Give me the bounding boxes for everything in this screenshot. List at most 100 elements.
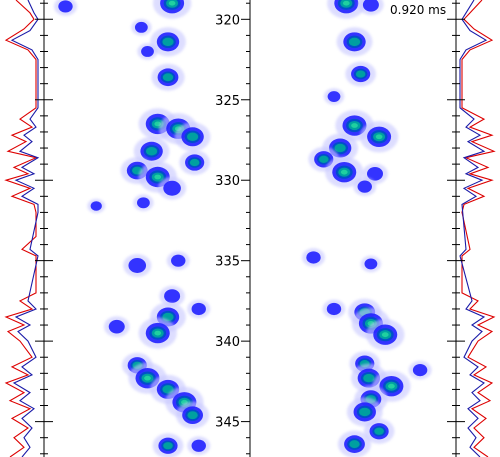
- intensity-blob: [301, 248, 326, 267]
- intensity-blob: [360, 255, 382, 273]
- blob-body: [137, 197, 150, 209]
- blob-peak: [375, 134, 383, 140]
- left-image-panel: [53, 0, 211, 457]
- intensity-blob: [327, 0, 366, 19]
- blob-peak: [154, 121, 162, 127]
- blob-peak: [388, 383, 395, 389]
- intensity-blob: [322, 133, 359, 163]
- blob-body: [134, 21, 148, 33]
- axes-lines: [35, 0, 465, 457]
- right-image-panel: [301, 0, 432, 457]
- blob-body: [191, 439, 206, 452]
- profile-line: [10, 0, 40, 457]
- intensity-blob: [346, 397, 383, 427]
- intensity-blob: [175, 401, 210, 429]
- intensity-blob: [336, 27, 373, 57]
- blob-peak: [342, 0, 350, 6]
- blob-body: [362, 0, 379, 12]
- blob-core: [189, 158, 200, 167]
- blob-body: [163, 180, 181, 196]
- intensity-blob: [174, 122, 211, 152]
- y-tick-label: 340: [215, 335, 240, 350]
- blob-body: [128, 258, 147, 273]
- intensity-blob: [152, 433, 184, 457]
- blob-core: [374, 427, 384, 435]
- blob-body: [412, 363, 428, 377]
- blob-core: [162, 73, 174, 82]
- y-tick-label: 330: [215, 174, 240, 189]
- blob-body: [364, 258, 378, 270]
- blob-body: [327, 91, 341, 102]
- blob-core: [334, 143, 346, 153]
- blob-peak: [154, 174, 162, 180]
- intensity-blob: [187, 436, 211, 456]
- intensity-blob: [138, 317, 177, 349]
- blob-core: [355, 70, 366, 78]
- intensity-blob: [353, 177, 377, 197]
- y-tick-label: 320: [215, 13, 240, 28]
- tick-labels: 320 325 330 335 340 345: [215, 13, 240, 430]
- intensity-blob: [362, 163, 388, 185]
- intensity-blob: [366, 319, 405, 351]
- intensity-blob: [359, 121, 399, 153]
- left-profile-strip: [4, 0, 40, 457]
- intensity-blob: [158, 176, 187, 200]
- blob-body: [326, 302, 342, 316]
- profile-line: [4, 0, 38, 457]
- y-tick-label: 325: [215, 94, 240, 109]
- intensity-blob: [131, 19, 152, 36]
- intensity-blob: [159, 285, 185, 307]
- blob-peak: [144, 375, 151, 381]
- intensity-blob: [133, 194, 154, 212]
- blob-body: [58, 0, 73, 13]
- intensity-blob: [150, 27, 186, 57]
- blob-body: [367, 166, 383, 181]
- blob-body: [90, 201, 102, 211]
- intensity-blob: [358, 0, 384, 16]
- blob-core: [163, 442, 173, 450]
- blob-body: [191, 302, 206, 316]
- intensity-blob: [325, 156, 364, 188]
- blob-core: [162, 37, 174, 47]
- blob-peak: [168, 0, 176, 6]
- y-tick-label: 335: [215, 255, 240, 270]
- intensity-blob: [323, 88, 345, 105]
- blob-peak: [154, 330, 162, 336]
- intensity-blob: [53, 0, 78, 16]
- blob-core: [146, 147, 158, 156]
- y-tick-label: 345: [215, 416, 240, 431]
- blob-core: [349, 440, 360, 449]
- intensity-blob: [187, 299, 211, 319]
- blob-body: [141, 46, 154, 57]
- right-profile-strip: [459, 0, 496, 457]
- intensity-blob: [152, 0, 192, 19]
- intensity-blob: [179, 150, 211, 176]
- blob-body: [108, 319, 125, 334]
- blob-peak: [351, 123, 358, 128]
- timestamp-label: 0.920 ms: [390, 3, 446, 17]
- blob-body: [171, 254, 186, 267]
- blob-core: [187, 132, 199, 142]
- profile-line: [459, 0, 488, 457]
- intensity-blob: [137, 43, 158, 60]
- blob-core: [318, 155, 329, 163]
- blob-body: [164, 289, 181, 303]
- intensity-blob: [337, 430, 372, 457]
- intensity-blob: [87, 198, 106, 214]
- blob-core: [363, 373, 375, 383]
- intensity-blob: [345, 61, 377, 87]
- blob-peak: [340, 169, 348, 175]
- blob-peak: [381, 332, 389, 338]
- intensity-blob: [151, 63, 185, 91]
- blob-body: [306, 251, 321, 264]
- intensity-blob: [103, 316, 130, 338]
- blob-core: [187, 411, 198, 420]
- intensity-blob: [322, 299, 346, 319]
- blob-body: [357, 180, 372, 193]
- intensity-blob: [166, 251, 190, 271]
- blob-core: [359, 407, 371, 417]
- intensity-blob: [363, 418, 395, 444]
- intensity-blob: [150, 374, 186, 404]
- intensity-blob: [123, 254, 152, 277]
